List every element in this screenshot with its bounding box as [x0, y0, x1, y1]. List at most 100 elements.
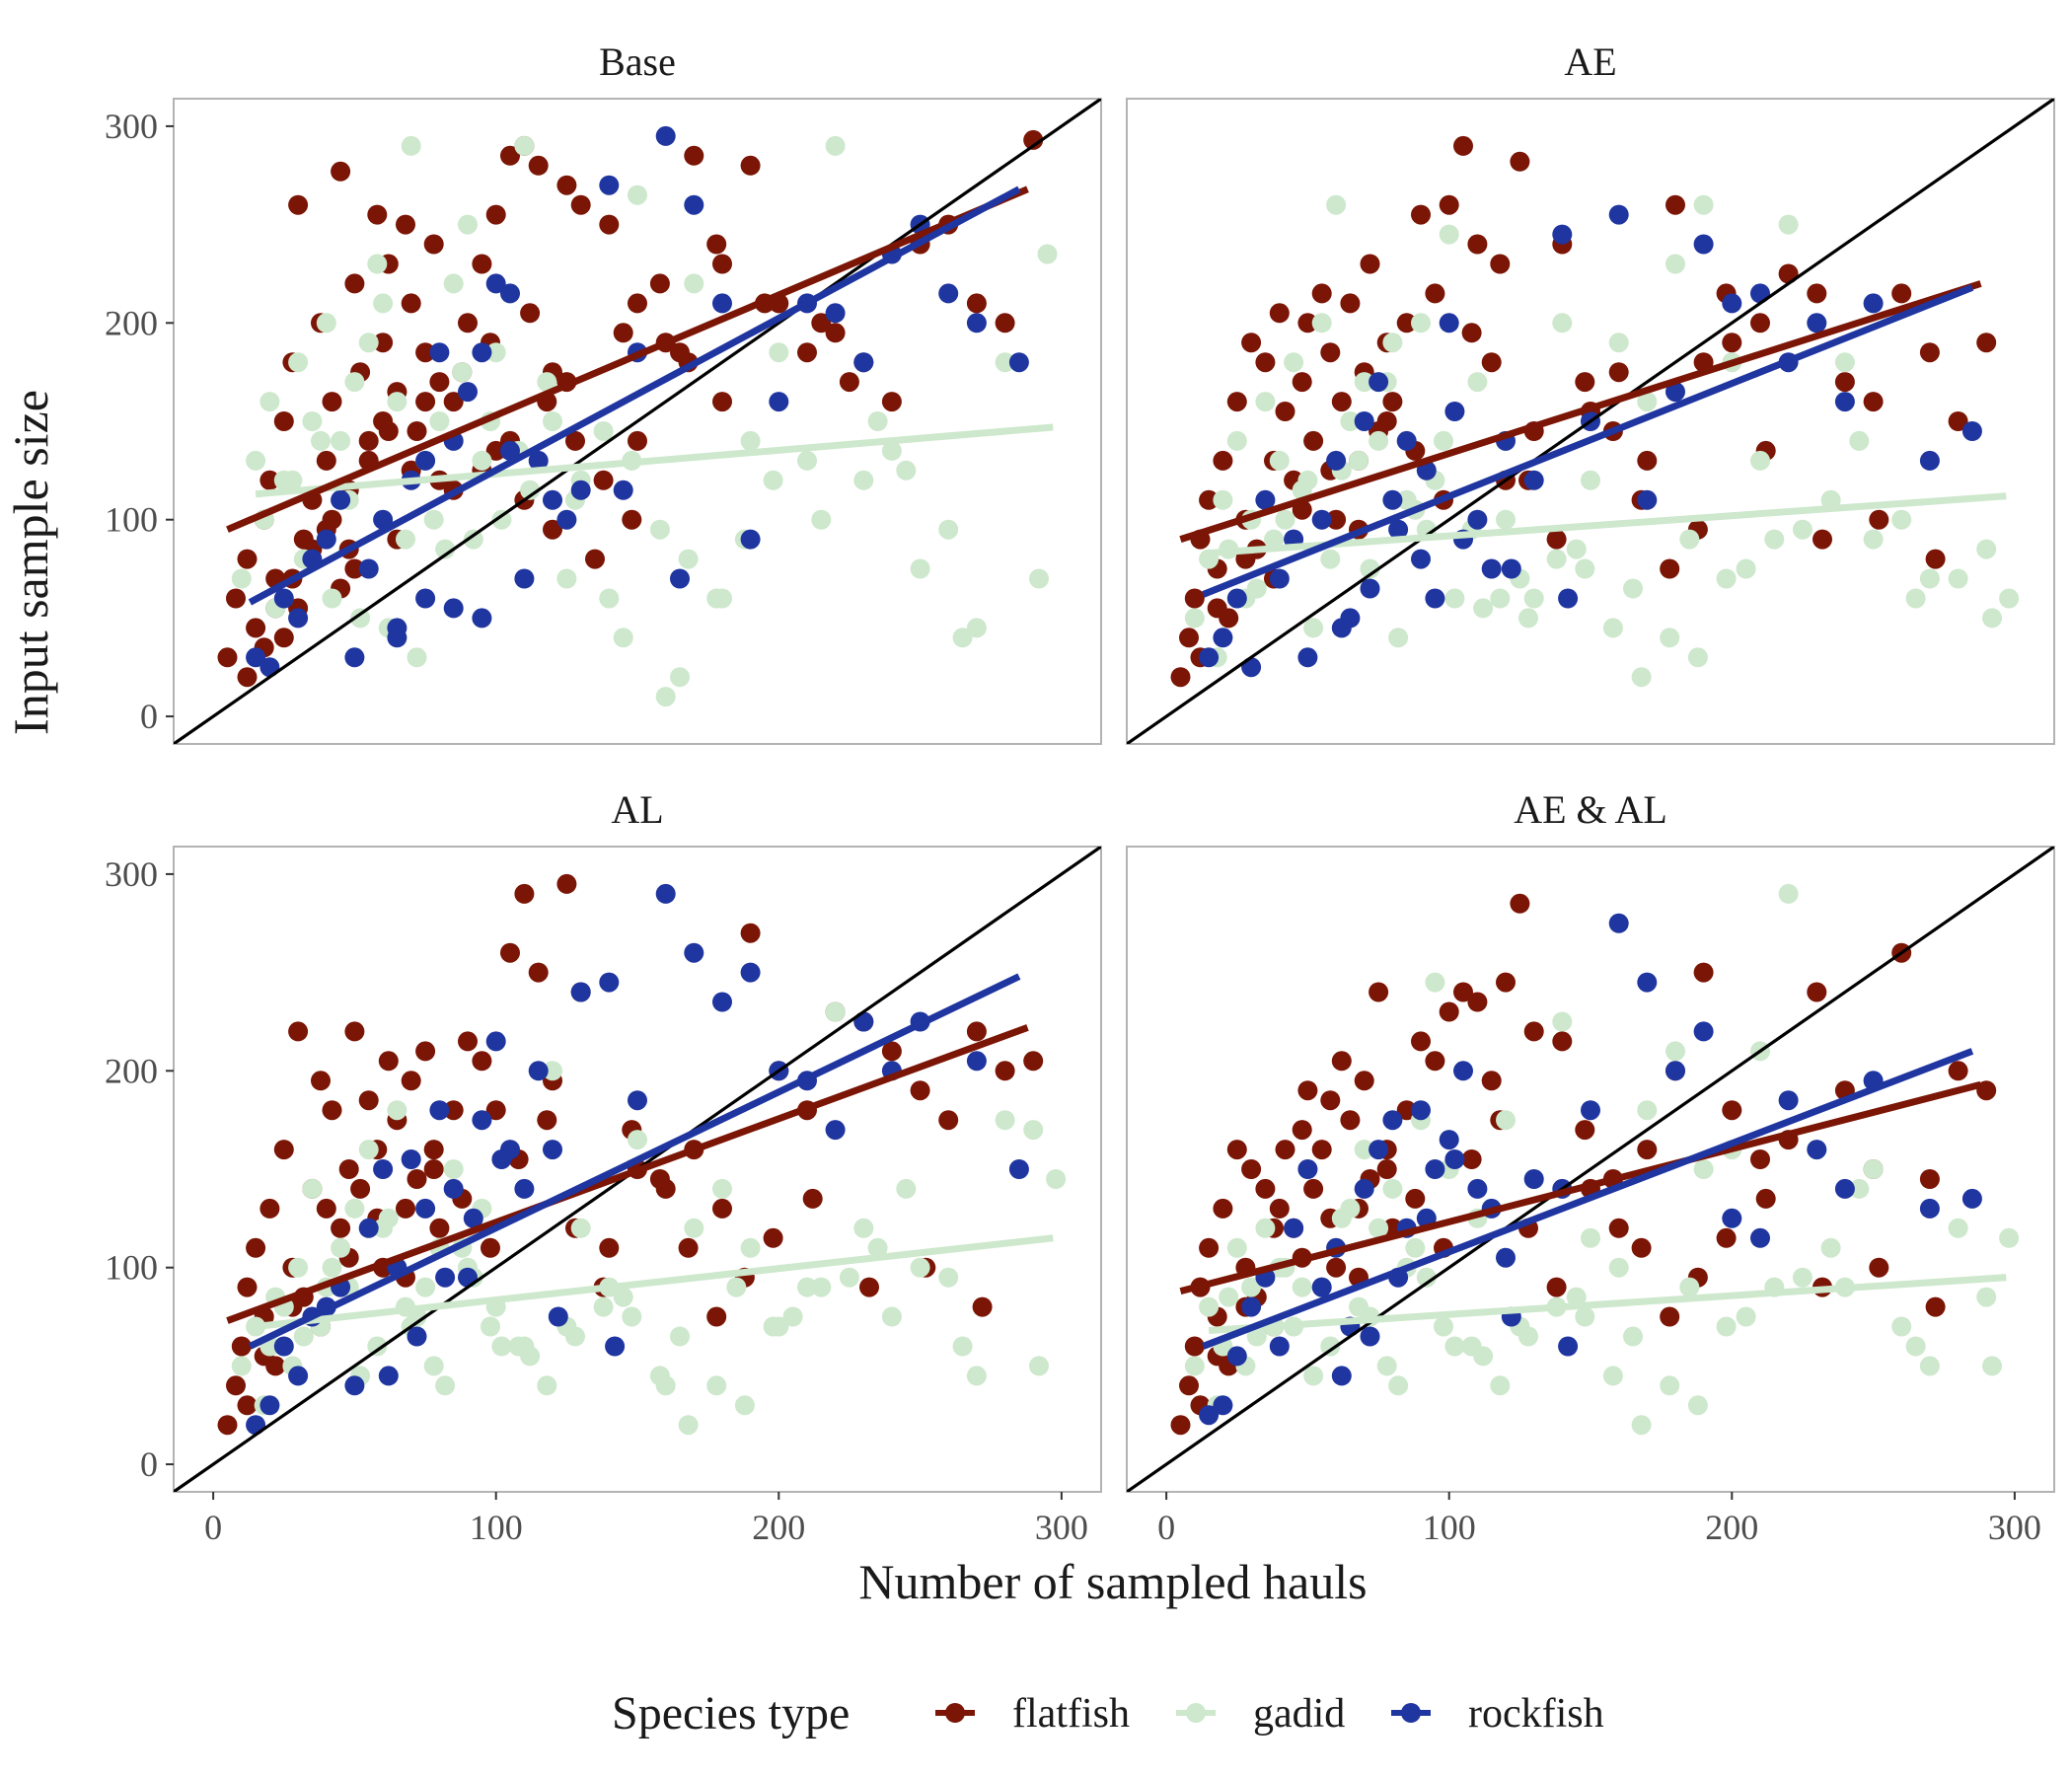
rockfish-point — [1665, 382, 1685, 403]
gadid-point — [712, 1178, 732, 1199]
gadid-point — [613, 628, 633, 648]
flatfish-point — [1608, 362, 1629, 383]
flatfish-point — [1331, 392, 1352, 412]
flatfish-point — [401, 293, 421, 314]
flatfish-point — [331, 1218, 351, 1238]
gadid-point — [1382, 333, 1403, 353]
gadid-point — [655, 687, 676, 707]
rockfish-point — [259, 1395, 280, 1416]
rockfish-point — [1778, 1090, 1799, 1111]
flatfish-point — [712, 1198, 732, 1219]
rockfish-point — [1558, 588, 1579, 609]
rockfish-point — [1369, 1140, 1389, 1160]
flatfish-point — [458, 1031, 478, 1052]
gadid-point — [1905, 588, 1926, 609]
gadid-point — [678, 549, 699, 569]
identity-reference-line — [174, 99, 1101, 744]
gadid-point — [593, 421, 614, 441]
gadid-point — [853, 1218, 874, 1238]
facet-title: AE & AL — [1514, 787, 1667, 832]
rockfish-point — [1311, 1277, 1332, 1297]
flatfish-point — [1948, 1061, 1968, 1081]
gadid-point — [995, 1110, 1015, 1131]
gadid-point — [1575, 558, 1595, 579]
gadid-point — [1439, 224, 1459, 245]
gadid-point — [1326, 194, 1347, 215]
flatfish-point — [1637, 450, 1658, 471]
flatfish-fit-line — [226, 1024, 1029, 1324]
flatfish-point — [1575, 372, 1595, 393]
gadid-point — [1320, 549, 1341, 569]
gadid-point — [1292, 480, 1312, 500]
gadid-point — [1982, 608, 2002, 629]
gadid-point — [396, 529, 415, 550]
flatfish-point — [396, 1198, 415, 1219]
rockfish-point — [1369, 372, 1389, 393]
gadid-point — [443, 273, 464, 294]
gadid-point — [485, 342, 506, 363]
rockfish-point — [316, 529, 336, 550]
rockfish-point — [1807, 1140, 1827, 1160]
flatfish-point — [1269, 1198, 1290, 1219]
gadid-point — [458, 214, 478, 235]
flatfish-fit-line — [1179, 280, 1982, 543]
flatfish-point — [458, 313, 478, 333]
gadid-point — [1581, 470, 1600, 490]
rockfish-point — [1961, 421, 1982, 441]
rockfish-point — [1722, 293, 1742, 314]
flatfish-point — [1467, 992, 1488, 1012]
gadid-point — [952, 1336, 973, 1357]
gadid-point — [1264, 529, 1284, 550]
gadid-point — [1029, 1356, 1049, 1376]
flatfish-point — [1340, 293, 1361, 314]
rockfish-point — [1467, 1178, 1488, 1199]
flatfish-point — [839, 372, 859, 393]
facet-title: Base — [599, 39, 676, 84]
rockfish-point — [246, 647, 266, 668]
rockfish-point — [1834, 392, 1855, 412]
flatfish-point — [712, 254, 732, 274]
gadid-point — [1523, 588, 1544, 609]
gadid-point — [1354, 372, 1374, 393]
facet-panel: AE — [1126, 39, 2055, 745]
flatfish-point — [622, 509, 642, 530]
gadid-point — [1976, 539, 1997, 559]
flatfish-point — [593, 470, 614, 490]
y-tick-label: 300 — [105, 107, 158, 146]
rockfish-point — [288, 608, 309, 629]
gadid-point — [995, 352, 1015, 373]
gadid-point — [740, 430, 761, 451]
rockfish-point — [1354, 411, 1374, 431]
gadid-point — [1792, 1267, 1813, 1288]
rockfish-point — [358, 1218, 379, 1238]
flatfish-point — [1439, 194, 1459, 215]
gadid-point — [246, 450, 266, 471]
gadid-point — [367, 254, 388, 274]
flatfish-point — [811, 313, 832, 333]
rockfish-point — [429, 342, 450, 363]
flatfish-point — [995, 313, 1015, 333]
gadid-point — [853, 470, 874, 490]
flatfish-point — [217, 647, 238, 668]
gadid-point — [769, 342, 789, 363]
rockfish-point — [966, 1051, 987, 1072]
flatfish-point — [401, 1071, 421, 1091]
gadid-point — [322, 588, 342, 609]
gadid-point — [288, 352, 309, 373]
gadid-point — [282, 470, 303, 490]
gadid-point — [331, 1237, 351, 1258]
flatfish-point — [322, 392, 342, 412]
rockfish-point — [358, 558, 379, 579]
gadid-point — [491, 509, 512, 530]
gadid-point — [867, 411, 888, 431]
gadid-point — [1687, 1395, 1708, 1416]
rockfish-point — [543, 489, 562, 510]
gadid-point — [463, 529, 483, 550]
rockfish-point — [491, 1149, 512, 1169]
flatfish-point — [1575, 1120, 1595, 1141]
gadid-point — [1905, 1336, 1926, 1357]
gadid-point — [881, 1306, 902, 1327]
flatfish-point — [481, 1237, 500, 1258]
flatfish-point — [273, 1140, 294, 1160]
gadid-point — [358, 1140, 379, 1160]
